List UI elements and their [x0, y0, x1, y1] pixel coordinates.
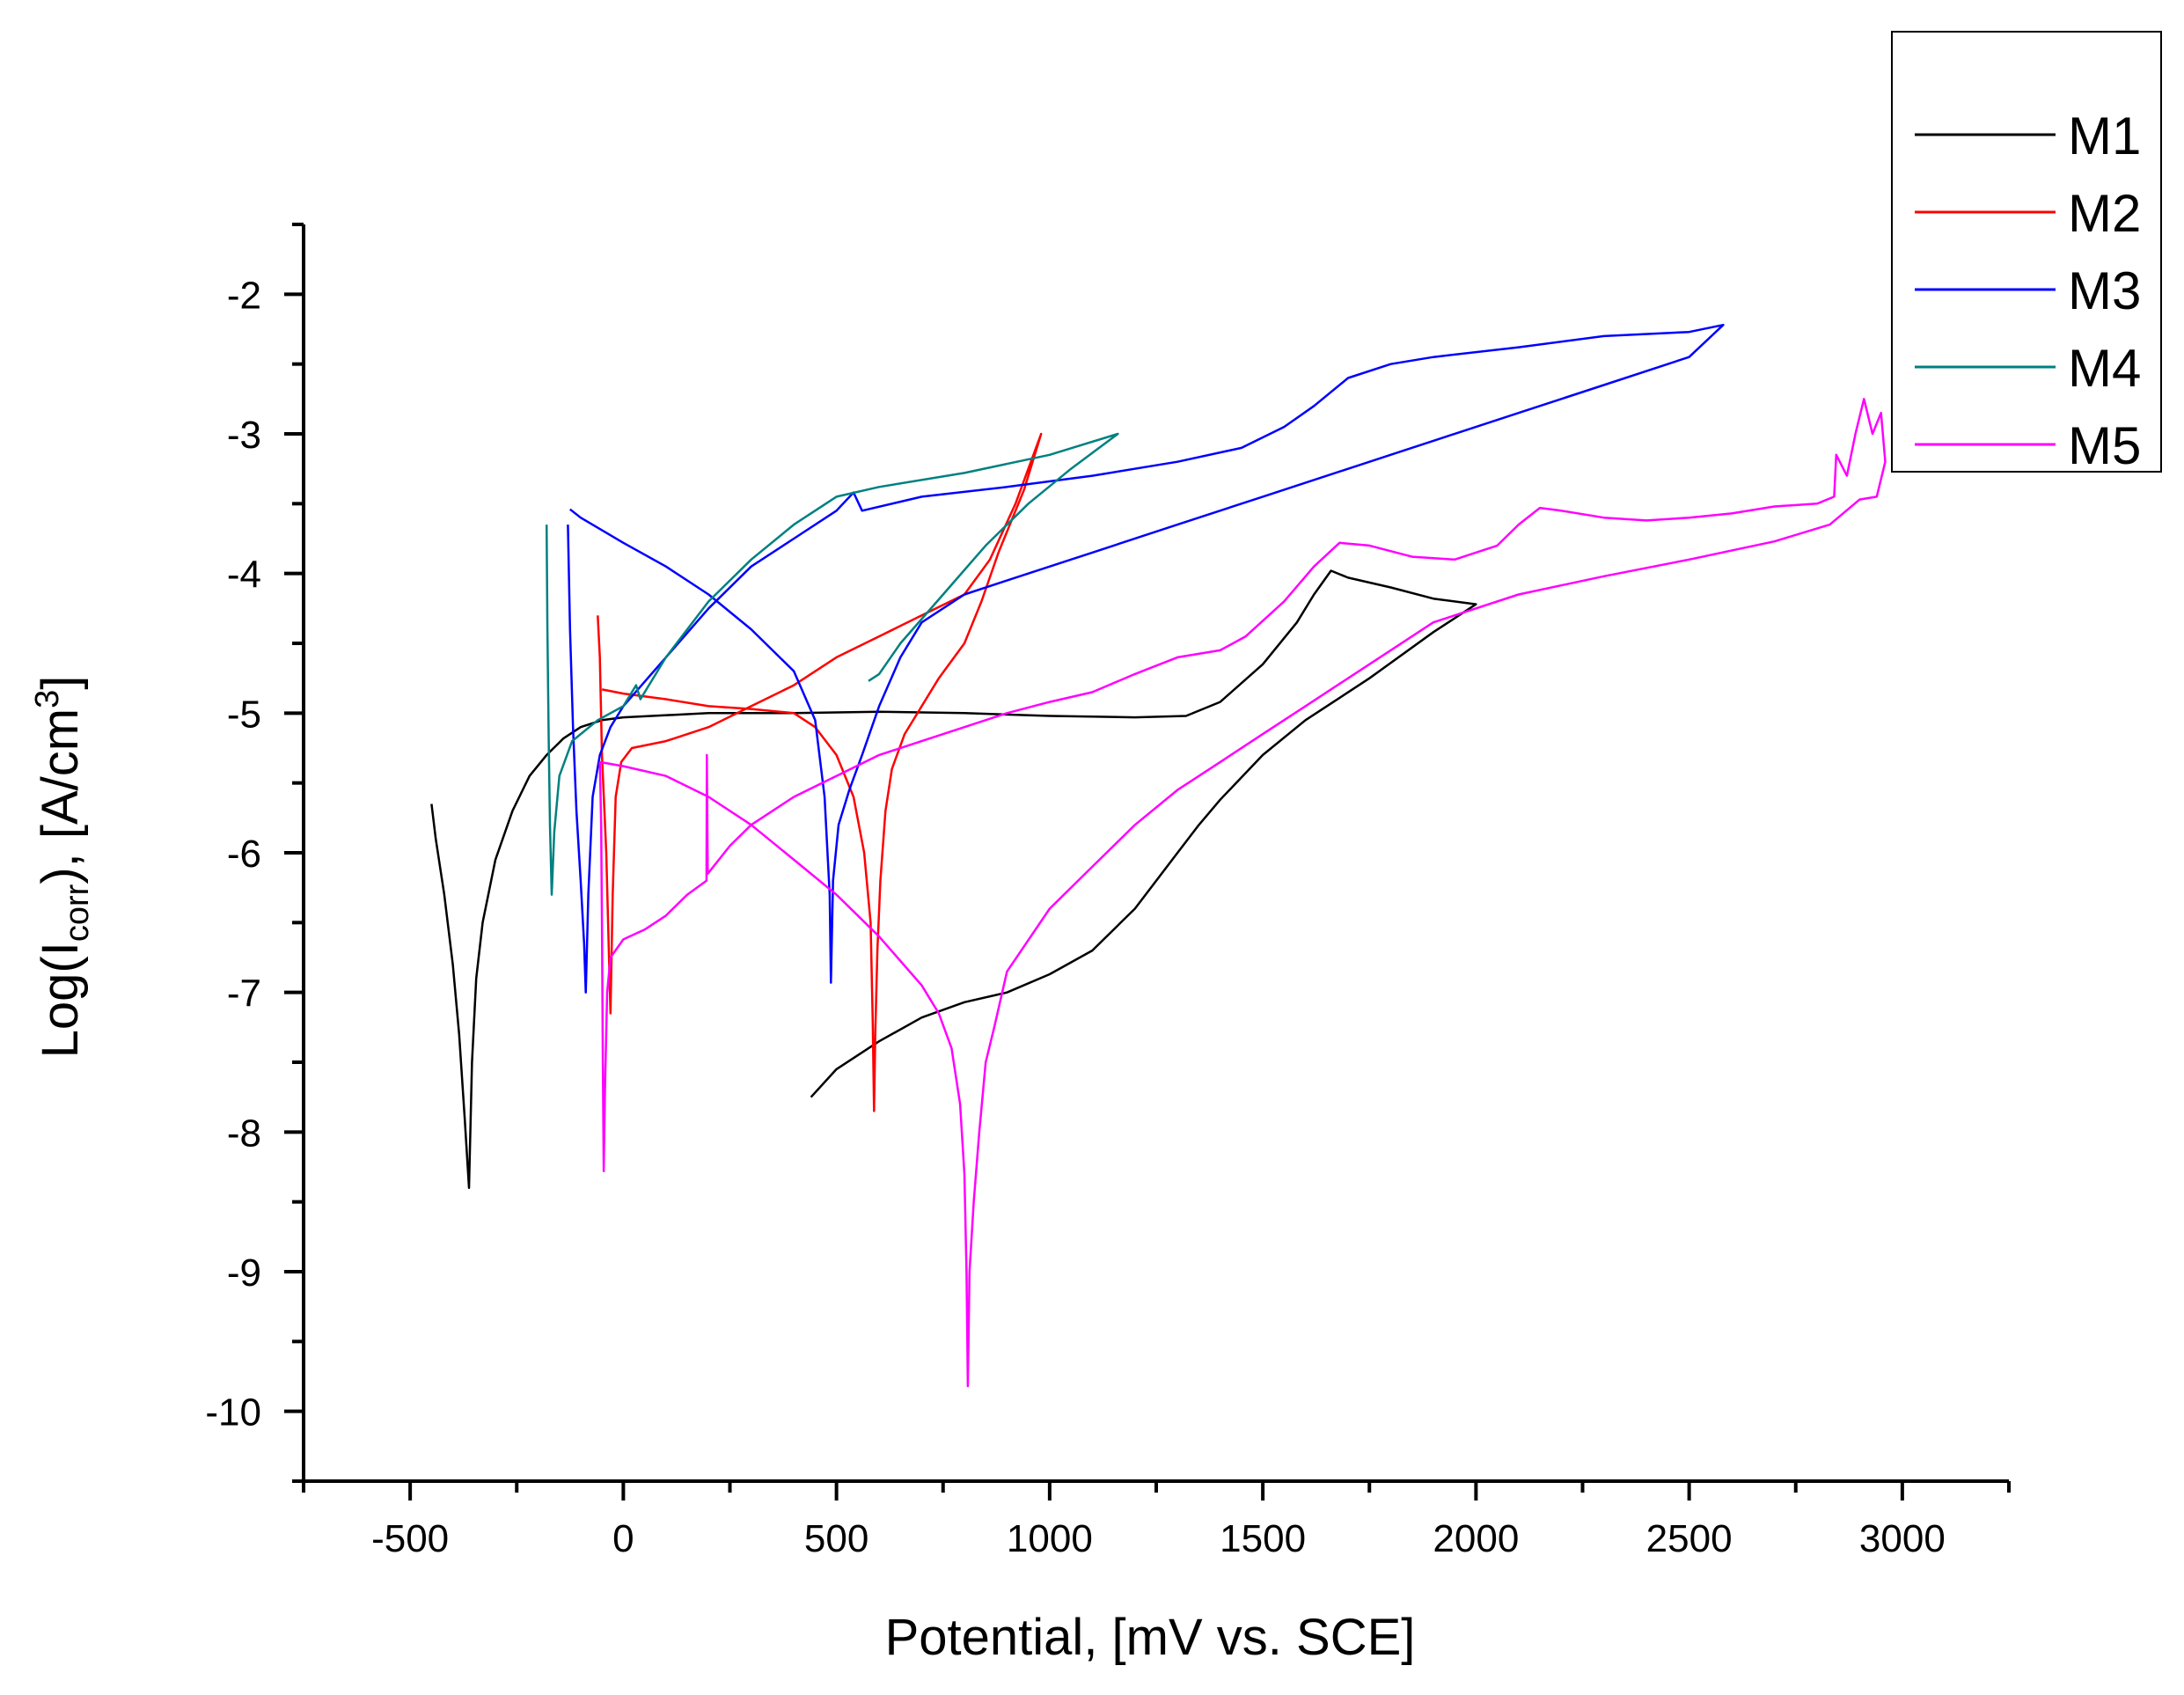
x-axis-ticks: -500 0 500 1000 1500 2000 2500 3000	[302, 1481, 2011, 1560]
y-tick-label: -6	[227, 833, 261, 876]
legend-label-m1: M1	[2068, 106, 2141, 165]
legend-label-m4: M4	[2068, 339, 2141, 398]
legend-label-m3: M3	[2068, 261, 2141, 320]
series-line-m3	[567, 323, 1725, 994]
series-line-m4	[545, 432, 1119, 896]
y-tick-label: -4	[227, 554, 261, 597]
x-tick-label: -500	[371, 1517, 449, 1560]
legend-label-m2: M2	[2068, 184, 2141, 243]
y-tick-label: -7	[227, 972, 261, 1016]
series-layer	[430, 323, 1887, 1388]
legend-box	[1891, 31, 2162, 473]
y-axis-title-sup: 3	[29, 690, 66, 708]
y-tick-label: -10	[205, 1391, 261, 1435]
y-tick-label: -3	[227, 414, 261, 457]
x-axis-title: Potential, [mV vs. SCE]	[885, 1609, 1416, 1666]
series-line-m1	[430, 569, 1477, 1190]
y-tick-label: -2	[227, 274, 261, 317]
series-line-m2	[597, 432, 1043, 1112]
x-tick-label: 500	[804, 1517, 868, 1560]
legend-label-m5: M5	[2068, 416, 2141, 475]
y-tick-label: -8	[227, 1112, 261, 1155]
y-axis-ticks: -2 -3 -4 -5 -6 -7 -8 -9 -10	[205, 223, 304, 1483]
x-tick-label: 2000	[1433, 1517, 1519, 1560]
y-axis-title-sub: corr	[59, 884, 96, 942]
y-axis-title: Log(Icorr), [A/cm3]	[29, 676, 96, 1059]
legend: M1 M2 M3 M4 M5	[1891, 31, 2162, 475]
x-tick-label: 1500	[1220, 1517, 1306, 1560]
y-axis-title-suffix: ]	[32, 676, 89, 690]
y-tick-label: -9	[227, 1251, 261, 1295]
y-axis-title-prefix: Log(I	[32, 942, 89, 1058]
y-tick-label: -5	[227, 693, 261, 736]
series-line-m5	[598, 398, 1887, 1388]
x-tick-label: 3000	[1859, 1517, 1946, 1560]
y-axis-title-mid: ), [A/cm	[32, 708, 89, 884]
x-tick-label: 0	[612, 1517, 634, 1560]
x-tick-label: 2500	[1646, 1517, 1733, 1560]
x-tick-label: 1000	[1007, 1517, 1093, 1560]
